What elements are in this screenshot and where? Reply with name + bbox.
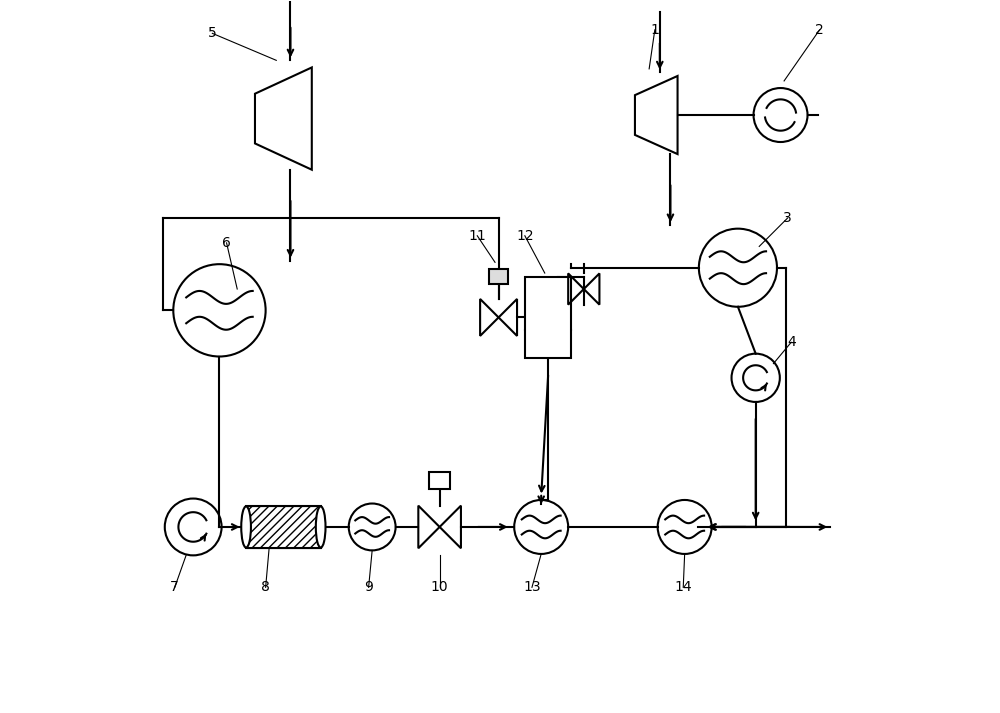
Ellipse shape <box>316 506 326 548</box>
Text: 9: 9 <box>364 580 373 595</box>
Ellipse shape <box>241 506 251 548</box>
Text: 8: 8 <box>261 580 270 595</box>
Text: 14: 14 <box>674 580 692 595</box>
Text: 13: 13 <box>523 580 541 595</box>
Text: 11: 11 <box>468 229 486 242</box>
Text: 6: 6 <box>222 236 231 250</box>
Text: 7: 7 <box>170 580 179 595</box>
Text: 3: 3 <box>783 211 792 225</box>
FancyBboxPatch shape <box>429 471 450 488</box>
FancyBboxPatch shape <box>489 270 508 284</box>
Text: 1: 1 <box>650 23 659 37</box>
Text: 10: 10 <box>431 580 448 595</box>
Bar <box>246 506 321 548</box>
Text: 4: 4 <box>787 335 796 349</box>
Bar <box>246 506 321 548</box>
Text: 5: 5 <box>208 26 217 41</box>
Bar <box>525 277 571 358</box>
Text: 2: 2 <box>815 23 824 37</box>
Text: 12: 12 <box>516 229 534 242</box>
